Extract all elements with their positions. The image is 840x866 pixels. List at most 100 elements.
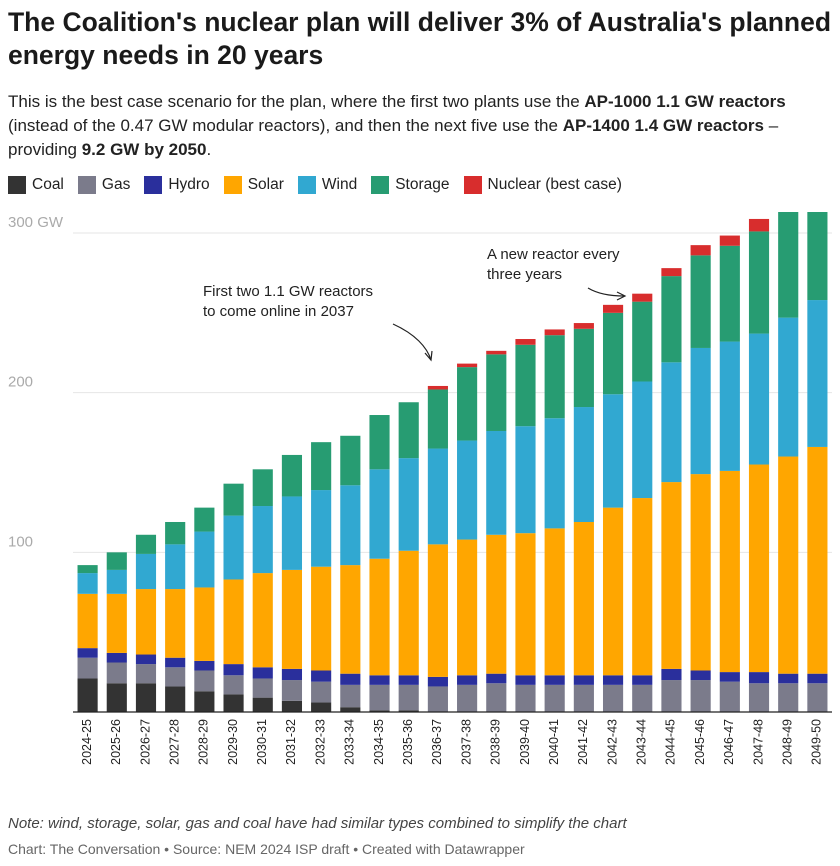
bar-segment-wind [194,531,215,588]
legend-swatch-wind [297,176,316,194]
annotation-new-reactor: A new reactor every [487,246,620,263]
x-tick-label: 2048-49 [781,719,795,765]
bar-segment-hydro [427,676,448,687]
x-tick-label: 2049-50 [810,719,824,765]
annotation-arrowhead-new [616,291,627,301]
bar-segment-storage [486,354,507,431]
bar-segment-solar [544,528,565,676]
bar-segment-coal [77,678,98,712]
bar-segment-hydro [661,668,682,681]
bar-segment-storage [106,552,127,570]
bar-segment-gas [515,684,536,712]
bar-segment-gas [457,684,478,712]
x-tick-label: 2033-34 [343,719,357,765]
bar-segment-storage [194,507,215,532]
bar-segment-solar [748,464,770,673]
bar-segment-gas [573,684,594,712]
legend-item-hydro: Hydro [144,176,210,194]
x-tick-label: 2041-42 [576,719,590,765]
bar-segment-gas [135,664,157,684]
bar-segment-gas [427,686,448,712]
x-tick-label: 2036-37 [430,719,444,765]
x-tick-label: 2028-29 [197,719,211,765]
bar-segment-gas [748,683,770,712]
legend-item-wind: Wind [297,176,357,194]
bar-segment-gas [281,680,303,701]
legend-label-coal: Coal [32,176,64,193]
bar-segment-hydro [719,672,740,682]
bar-segment-hydro [340,673,361,685]
annotation-arrowhead-first [424,350,433,362]
legend-label-storage: Storage [395,176,450,193]
bar-segment-wind [165,544,186,590]
bar-segment-coal [281,700,303,712]
x-tick-label: 2040-41 [547,719,561,765]
bar-segment-gas [165,667,186,687]
chart-title: The Coalition's nuclear plan will delive… [8,7,832,70]
bar-segment-solar [223,579,244,665]
bar-segment-hydro [690,670,711,681]
bar-segment-solar [311,566,332,671]
bar-segment-storage [544,335,565,419]
x-tick-label: 2029-30 [226,719,240,765]
bar-segment-hydro [311,670,332,682]
bar-segment-wind [135,553,157,590]
bar-segment-wind [748,333,770,465]
bar-segment-coal [194,691,215,712]
bar-segment-hydro [573,675,594,685]
bar-segment-storage [77,565,98,574]
y-tick-label: 300 GW [8,214,64,231]
bar-segment-gas [719,681,740,712]
bar-segment-storage [457,367,478,441]
desc-text-1: This is the best case scenario for the p… [8,92,585,111]
bar-segment-gas [602,684,624,712]
bar-segment-wind [632,381,653,499]
bar-segment-storage [632,301,653,382]
bar-segment-coal [135,683,157,712]
bar-segment-solar [77,593,98,649]
x-tick-label: 2039-40 [518,719,532,765]
bar-segment-wind [281,496,303,570]
bar-segment-wind [719,341,740,471]
legend-item-gas: Gas [77,176,131,194]
bar-segment-storage [778,212,799,318]
y-tick-label: 100 [8,533,33,550]
x-tick-label: 2044-45 [664,719,678,765]
legend-label-gas: Gas [101,176,131,193]
bar-segment-storage [340,435,361,486]
legend-swatch-hydro [144,176,163,194]
bar-segment-nuclear [602,304,624,313]
bar-segment-wind [690,347,711,475]
bar-segment-hydro [194,660,215,671]
bar-segment-hydro [632,675,653,685]
legend-item-storage: Storage [371,176,450,194]
desc-bold-1: AP-1000 1.1 GW reactors [584,92,786,111]
bar-segment-nuclear [748,218,770,232]
bar-segment-solar [165,589,186,658]
bar-segment-solar [369,558,390,676]
bar-segment-gas [340,684,361,708]
bar-segment-solar [573,521,594,676]
bar-segment-gas [369,684,390,711]
bar-segment-solar [457,539,478,676]
bar-segment-hydro [165,657,186,668]
x-tick-label: 2024-25 [80,719,94,765]
annotation-new-reactor: three years [487,266,562,283]
chart-note: Note: wind, storage, solar, gas and coal… [8,815,627,832]
bar-segment-solar [252,573,273,668]
desc-text-3: – providing [8,116,779,159]
bar-segment-solar [807,446,828,674]
bar-segment-solar [427,544,448,677]
bar-segment-coal [369,710,390,712]
bar-segment-hydro [457,675,478,685]
x-tick-label: 2032-33 [313,719,327,765]
chart-description: This is the best case scenario for the p… [8,90,832,162]
bar-segment-solar [778,456,799,674]
x-tick-label: 2035-36 [401,719,415,765]
legend-label-nuclear: Nuclear (best case) [487,176,622,193]
bar-segment-nuclear [544,329,565,336]
bar-segment-nuclear [486,350,507,355]
bar-segment-solar [690,474,711,671]
annotation-arrow-first [392,323,432,361]
x-tick-label: 2027-28 [167,719,181,765]
